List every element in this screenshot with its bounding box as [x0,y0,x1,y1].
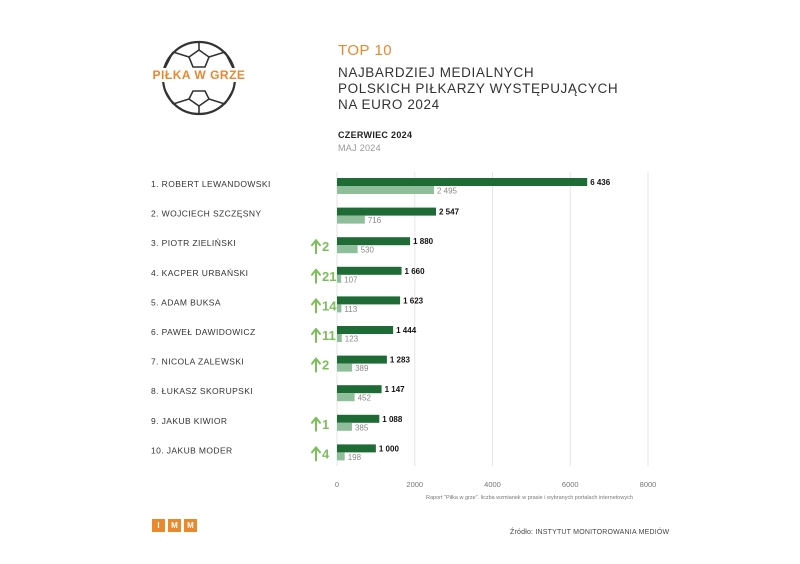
rank-change: 2 [322,239,329,254]
legend-current: CZERWIEC 2024 [338,130,413,140]
category-label: 10. JAKUB MODER [151,445,233,455]
up-arrow-icon [311,268,321,284]
bar-current [337,355,387,364]
category-label: 4. KACPER URBAŃSKI [151,268,248,278]
category-label: 6. PAWEŁ DAWIDOWICZ [151,327,256,337]
bar-previous-label: 2 495 [437,187,458,196]
bar-current-label: 1 880 [413,237,434,246]
bar-previous [337,363,353,372]
bar-previous [337,422,352,431]
x-tick-label: 4000 [484,480,501,489]
bar-current-label: 1 000 [379,444,400,453]
imm-letter: M [184,519,197,532]
source-note: Źródło: INSTYTUT MONITOROWANIA MEDIÓW [510,529,670,536]
rank-change: 14 [322,298,337,313]
x-tick-label: 0 [335,480,339,489]
category-label: 7. NICOLA ZALEWSKI [151,357,244,367]
footnote: Raport "Piłka w grze". liczba wzmianek w… [426,495,633,501]
bar-previous [337,274,342,283]
bar-previous [337,304,342,313]
chart-title-line: NA EURO 2024 [338,97,440,112]
chart-header: TOP 10 NAJBARDZIEJ MEDIALNYCH POLSKICH P… [338,42,618,113]
bar-current-label: 6 436 [590,178,611,187]
bar-current [337,178,588,186]
x-tick-label: 6000 [562,480,579,489]
bar-previous-label: 113 [344,305,357,314]
legend-previous: MAJ 2024 [338,143,381,153]
rank-change: 2 [322,358,329,373]
bar-current-label: 1 283 [390,356,411,365]
bar-current-label: 1 660 [405,267,426,276]
bar-current [337,296,401,305]
rank-change: 11 [322,328,336,343]
bar-current-label: 2 547 [439,208,460,217]
imm-letter: I [152,519,165,532]
bar-current [337,207,437,216]
up-arrow-icon [311,446,321,462]
bar-current [337,237,411,246]
bar-previous-label: 198 [348,453,362,462]
bar-previous [337,186,434,194]
imm-logo: I M M [152,519,197,532]
chart-title-line: NAJBARDZIEJ MEDIALNYCH [338,65,535,80]
imm-letter: M [168,519,181,532]
bar-previous-label: 716 [368,216,382,225]
category-label: 1. ROBERT LEWANDOWSKI [151,179,271,189]
up-arrow-icon [311,416,321,432]
up-arrow-icon [311,357,321,373]
bar-current [337,444,376,453]
bar-current [337,385,382,394]
chart-title-top: TOP 10 [338,42,393,59]
bar-previous-label: 385 [355,423,369,432]
category-label: 5. ADAM BUKSA [151,297,221,307]
bar-current-label: 1 444 [396,326,417,335]
logo: PIŁKA W GRZE [143,38,255,118]
rank-change: 1 [322,417,329,432]
bar-previous [337,452,345,461]
bar-previous [337,334,342,342]
bar-current [337,326,394,334]
bar-previous-label: 107 [344,275,358,284]
rank-change: 4 [322,446,330,461]
category-label: 3. PIOTR ZIELIŃSKI [151,238,236,248]
bar-current [337,414,380,423]
x-tick-label: 2000 [406,480,423,489]
bar-current-label: 1 147 [385,385,406,394]
bar-current-label: 1 088 [382,415,403,424]
legend: CZERWIEC 2024 MAJ 2024 [338,130,412,153]
logo-text: PIŁKA W GRZE [143,68,255,82]
up-arrow-icon [311,298,321,314]
bar-previous [337,393,355,402]
bar-previous-label: 452 [358,394,372,403]
category-label: 2. WOJCIECH SZCZĘSNY [151,209,261,219]
category-label: 8. ŁUKASZ SKORUPSKI [151,386,253,396]
x-tick-label: 8000 [640,480,657,489]
rank-change: 21 [322,269,336,284]
bar-previous-label: 389 [355,364,369,373]
category-label: 9. JAKUB KIWIOR [151,416,227,426]
up-arrow-icon [311,239,321,255]
chart-title-line: POLSKICH PIŁKARZY WYSTĘPUJĄCYCH [338,81,619,96]
up-arrow-icon [311,328,321,343]
bar-current-label: 1 623 [403,296,424,305]
bar-current [337,266,402,275]
bar-previous-label: 123 [345,335,359,344]
bar-previous [337,215,365,224]
bar-previous-label: 530 [361,246,375,255]
bar-previous [337,245,358,254]
football-icon [161,40,237,116]
